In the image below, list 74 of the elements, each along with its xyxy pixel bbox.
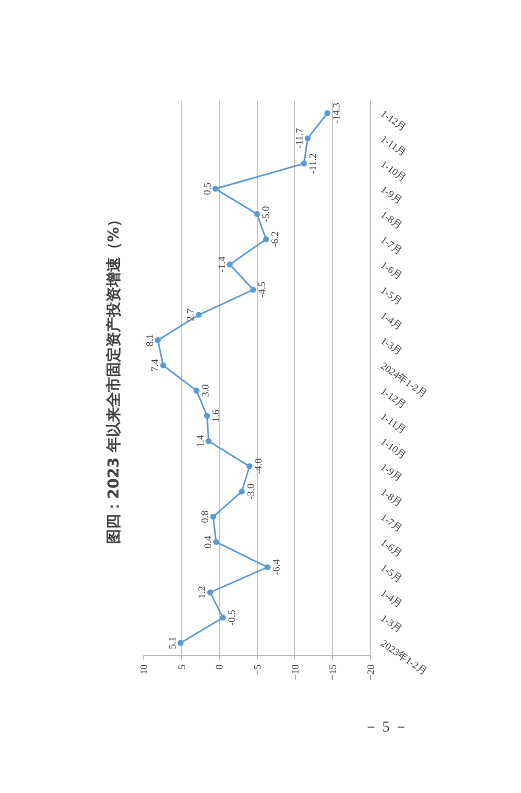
point bbox=[160, 362, 166, 368]
data-label: 8.1 bbox=[144, 334, 156, 346]
point bbox=[204, 412, 210, 419]
y-tick-label: 1-8月 bbox=[378, 209, 404, 232]
x-tick-label: 10 bbox=[139, 664, 150, 674]
data-label: -11.2 bbox=[308, 153, 319, 174]
data-label: 1.2 bbox=[197, 586, 208, 599]
data-label: 7.4 bbox=[150, 359, 162, 372]
y-tick-label: 1-10月 bbox=[378, 159, 408, 184]
data-label: -0.5 bbox=[226, 610, 238, 626]
y-tick-label: 1-3月 bbox=[378, 613, 404, 636]
y-tick-label: 1-5月 bbox=[378, 285, 404, 308]
point bbox=[264, 564, 271, 570]
x-tick-label: −10 bbox=[290, 664, 302, 680]
point bbox=[246, 463, 252, 470]
data-label: -1.4 bbox=[216, 256, 228, 272]
point bbox=[250, 286, 256, 293]
data-label: -6.4 bbox=[272, 559, 283, 576]
y-tick-label: 1-5月 bbox=[378, 562, 404, 585]
point bbox=[213, 538, 220, 545]
y-tick-label: 1-10月 bbox=[378, 436, 408, 462]
data-label: -5.0 bbox=[261, 206, 272, 222]
data-label: -11.7 bbox=[294, 128, 306, 149]
data-label: 0.5 bbox=[202, 182, 214, 196]
y-tick-label: 1-11月 bbox=[378, 411, 408, 436]
x-tick-label: 0 bbox=[214, 664, 226, 670]
point bbox=[212, 186, 218, 192]
point bbox=[178, 640, 184, 646]
y-tick-label: 1-6月 bbox=[378, 537, 404, 560]
data-label: -4.5 bbox=[257, 282, 268, 298]
y-tick-label: 2023年1-2月 bbox=[378, 638, 430, 678]
data-label: 0.4 bbox=[203, 536, 214, 548]
y-tick-label: 1-7月 bbox=[378, 512, 404, 534]
point bbox=[300, 160, 307, 167]
data-label: 0.8 bbox=[200, 510, 212, 523]
data-label: 1.4 bbox=[196, 434, 207, 448]
point bbox=[304, 135, 311, 142]
y-tick-label: 1-7月 bbox=[378, 234, 404, 257]
y-tick-label: 1-6月 bbox=[378, 260, 404, 282]
point bbox=[154, 337, 161, 344]
point bbox=[220, 614, 226, 621]
text: 图四：2023 年以来全市固定资产投资增速（%） bbox=[104, 212, 122, 544]
data-label: 3.0 bbox=[200, 384, 212, 397]
data-label: -6.2 bbox=[270, 231, 282, 248]
point bbox=[193, 388, 200, 394]
x-tick-label: −15 bbox=[328, 664, 340, 680]
y-tick-label: 1-3月 bbox=[378, 336, 404, 358]
data-label: 2.7 bbox=[186, 308, 197, 322]
x-tick-label: 5 bbox=[176, 664, 188, 670]
point bbox=[206, 438, 212, 444]
y-tick-label: 1-11月 bbox=[378, 134, 408, 159]
data-label: -3.0 bbox=[246, 484, 257, 500]
x-tick-label: −5 bbox=[252, 664, 264, 676]
y-tick-label: 1-4月 bbox=[378, 588, 404, 610]
text: － 5 － bbox=[364, 720, 408, 736]
point bbox=[196, 312, 202, 318]
y-tick-label: 1-9月 bbox=[378, 184, 404, 206]
point bbox=[324, 110, 330, 116]
point bbox=[226, 261, 233, 268]
point bbox=[263, 236, 270, 242]
point bbox=[210, 514, 216, 520]
y-tick-label: 1-9月 bbox=[378, 462, 404, 484]
point bbox=[238, 488, 245, 495]
y-tick-label: 1-4月 bbox=[378, 310, 404, 333]
point bbox=[207, 589, 214, 596]
data-label: 1.6 bbox=[211, 410, 222, 422]
data-label: -4.0 bbox=[253, 458, 264, 474]
y-tick-label: 1-8月 bbox=[378, 486, 404, 510]
data-label: 5.1 bbox=[168, 636, 179, 650]
data-label: -14.3 bbox=[331, 102, 342, 124]
y-tick-label: 1-12月 bbox=[378, 108, 408, 134]
x-tick-label: −20 bbox=[366, 664, 377, 680]
y-tick-label: 1-12月 bbox=[378, 386, 408, 412]
point bbox=[254, 211, 260, 218]
